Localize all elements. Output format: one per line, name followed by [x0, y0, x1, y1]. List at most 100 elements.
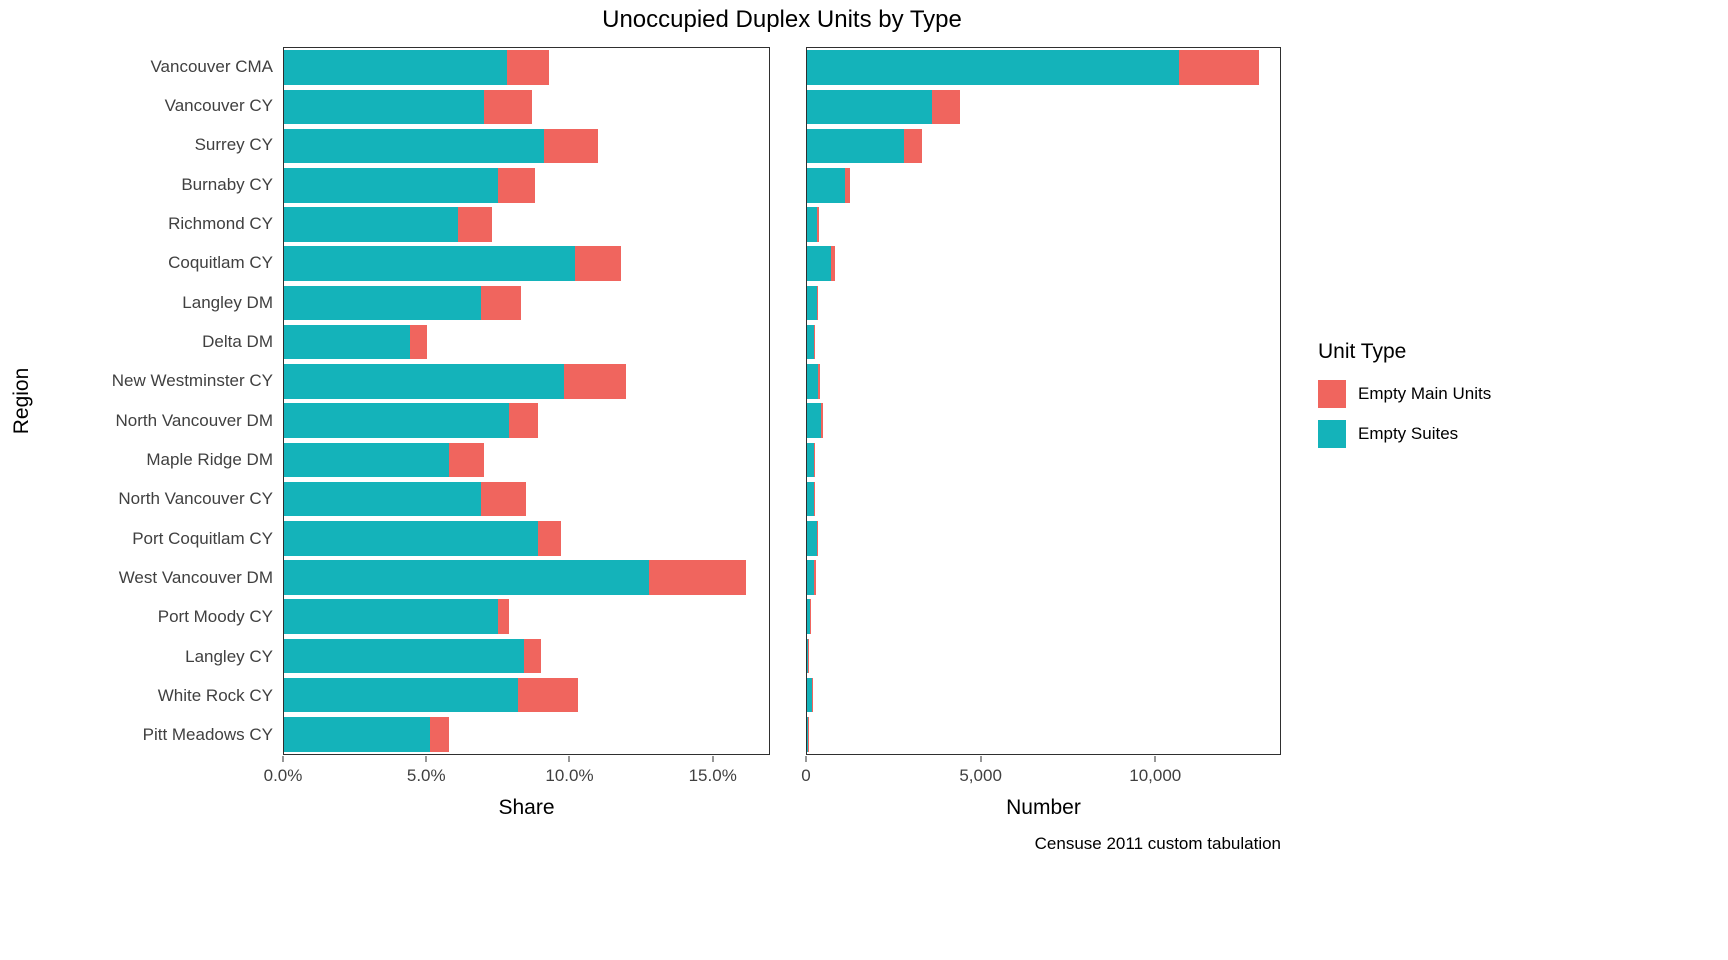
bar-row [807, 442, 1280, 478]
bar-segment [807, 560, 815, 595]
bar-row [284, 364, 769, 399]
y-tick-label: Vancouver CY [164, 95, 273, 115]
bar-segment [523, 638, 541, 674]
bar-segment [807, 285, 817, 321]
legend-entry: Empty Main Units [1318, 380, 1491, 408]
bar-row [284, 717, 769, 752]
y-tick-label: Langley CY [185, 646, 273, 666]
bar-row [807, 717, 1280, 752]
bar-segment [807, 207, 818, 242]
bar-segment [807, 599, 811, 634]
bar-segment [517, 677, 578, 713]
bar-row [807, 285, 1280, 321]
bar-row [807, 50, 1280, 85]
bar-row [284, 599, 769, 634]
legend-entries: Empty Main Units Empty Suites [1318, 380, 1491, 448]
bar-segment [813, 324, 815, 360]
bar-segment [483, 89, 533, 125]
bar-segment [543, 128, 598, 164]
bar-segment [284, 89, 484, 125]
bar-segment [811, 677, 813, 713]
x-tick-label: 5,000 [959, 766, 1002, 785]
bar-row [284, 89, 769, 125]
x-tick-mark [1154, 756, 1156, 762]
y-tick-label: West Vancouver DM [118, 567, 273, 587]
bar-row [284, 324, 769, 360]
bar-segment [284, 481, 481, 517]
bar-segment [575, 246, 621, 281]
bar-row [284, 285, 769, 321]
bar-segment [813, 481, 815, 517]
bar-segment [284, 560, 650, 595]
x-tick-mark [980, 756, 982, 762]
bar-row [284, 677, 769, 713]
x-tick-label: 0 [801, 766, 811, 785]
bar-row [807, 89, 1280, 125]
chart-caption: Censuse 2011 custom tabulation [1034, 834, 1281, 853]
bar-segment [845, 168, 851, 203]
bar-segment [817, 207, 819, 242]
y-tick-label: White Rock CY [157, 685, 273, 705]
bar-row [807, 207, 1280, 242]
bar-row [807, 521, 1280, 556]
bar-row [284, 481, 769, 517]
bar-segment [807, 89, 933, 125]
bar-segment [480, 481, 527, 517]
bar-segment [813, 442, 815, 478]
bar-segment [1179, 50, 1260, 85]
legend-label: Empty Main Units [1358, 384, 1492, 403]
chart-title: Unoccupied Duplex Units by Type [602, 6, 962, 33]
bar-segment [563, 364, 627, 399]
y-tick-label: Port Moody CY [157, 607, 273, 627]
bar-segment [284, 638, 524, 674]
bar-segment [284, 599, 498, 634]
bar-segment [284, 285, 481, 321]
bar-row [807, 128, 1280, 164]
bar-segment [509, 403, 538, 438]
bar-segment [284, 246, 575, 281]
x-axis-title-share: Share [498, 796, 555, 819]
bar-segment [831, 246, 835, 281]
bar-segment [284, 168, 498, 203]
bar-segment [807, 246, 832, 281]
bar-segment [429, 717, 450, 752]
panel-number [806, 47, 1281, 755]
bar-row [284, 638, 769, 674]
y-tick-label: Pitt Meadows CY [142, 725, 273, 745]
bar-segment [807, 168, 846, 203]
bar-segment [817, 364, 821, 399]
bar-segment [820, 403, 823, 438]
bar-segment [807, 481, 814, 517]
bar-row [807, 364, 1280, 399]
x-tick-label: 15.0% [688, 766, 737, 785]
bar-segment [807, 638, 809, 674]
bar-row [807, 677, 1280, 713]
y-tick-label: Richmond CY [168, 213, 273, 233]
y-tick-label: Vancouver CMA [150, 56, 273, 76]
bar-row [284, 521, 769, 556]
bar-segment [807, 521, 817, 556]
bar-row [284, 128, 769, 164]
bar-segment [537, 521, 561, 556]
bar-segment [904, 128, 922, 164]
bar-segment [506, 50, 550, 85]
bar-row [284, 168, 769, 203]
bar-segment [284, 364, 564, 399]
y-tick-label: Delta DM [202, 331, 273, 351]
x-tick-mark [282, 756, 284, 762]
bar-segment [480, 285, 521, 321]
x-axis-share: 0.0% 5.0% 10.0% 15.0% [264, 755, 770, 793]
legend-title: Unit Type [1318, 340, 1407, 363]
bar-segment [284, 403, 510, 438]
bar-row [807, 481, 1280, 517]
legend: Unit Type Empty Main Units Empty Suites [1318, 340, 1491, 460]
bar-segment [816, 521, 818, 556]
bar-row [807, 560, 1280, 595]
bar-segment [807, 717, 809, 752]
bar-segment [497, 599, 510, 634]
x-tick-label: 0.0% [263, 766, 303, 785]
bar-segment [649, 560, 747, 595]
bar-segment [807, 50, 1180, 85]
bar-segment [284, 324, 410, 360]
